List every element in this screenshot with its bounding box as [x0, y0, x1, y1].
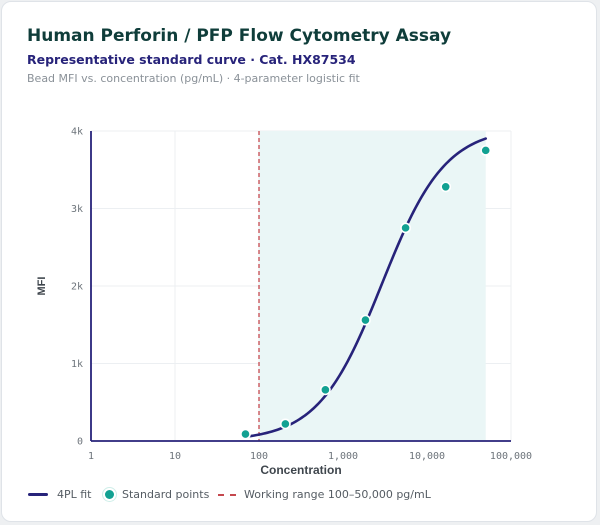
working-range-band — [259, 131, 486, 441]
y-tick-label: 3k — [71, 204, 83, 215]
legend-points-label: Standard points — [122, 488, 210, 501]
chart-subtitle: Representative standard curve · Cat. HX8… — [27, 52, 356, 67]
x-tick-label: 100,000 — [490, 451, 532, 462]
standard-point — [319, 384, 331, 396]
dot-swatch-icon — [105, 490, 114, 499]
y-axis-label: MFI — [36, 277, 48, 296]
y-tick-label: 4k — [71, 127, 83, 138]
dashed-line-swatch-icon — [218, 493, 236, 496]
standard-point — [480, 144, 492, 156]
y-tick-label: 2k — [71, 282, 83, 293]
legend-item-points: Standard points — [105, 488, 209, 501]
legend-item-range: Working range 100–50,000 pg/mL — [218, 488, 431, 501]
working-range — [258, 131, 486, 441]
x-tick-label: 10,000 — [409, 451, 445, 462]
legend-item-fit: 4PL fit — [28, 488, 92, 501]
data-series — [240, 137, 492, 440]
tick-labels: 1 10 100 1,000 10,000 100,000 0 1k 2k 3k 4k — [71, 127, 532, 463]
axes — [90, 131, 511, 442]
standard-point — [440, 181, 452, 193]
standard-point — [360, 314, 371, 326]
standard-point — [240, 428, 251, 440]
y-tick-label: 0 — [77, 437, 83, 448]
legend-range-label: Working range 100–50,000 pg/mL — [244, 488, 431, 501]
standard-point — [279, 418, 291, 430]
x-tick-label: 1 — [88, 451, 94, 462]
x-tick-label: 1,000 — [328, 451, 358, 462]
chart-caption: Bead MFI vs. concentration (pg/mL) · 4-p… — [27, 72, 360, 85]
y-tick-label: 1k — [71, 359, 83, 370]
standard-point — [400, 222, 411, 234]
line-swatch-icon — [28, 493, 48, 496]
chart-title: Human Perforin / PFP Flow Cytometry Assa… — [27, 26, 452, 46]
legend-fit-label: 4PL fit — [57, 488, 92, 501]
x-tick-label: 100 — [250, 451, 268, 462]
x-tick-label: 10 — [169, 451, 181, 462]
x-axis-label: Concentration — [260, 463, 341, 477]
